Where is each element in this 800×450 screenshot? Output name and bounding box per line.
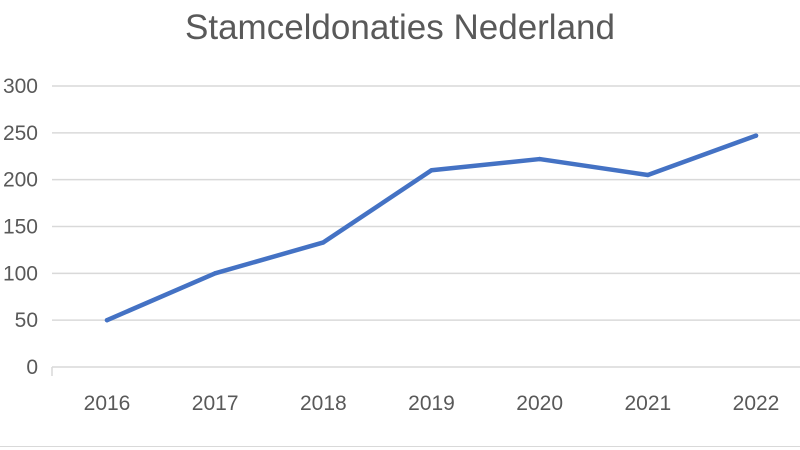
data-point <box>321 240 326 245</box>
x-tick-label: 2016 <box>84 392 131 415</box>
data-point <box>429 168 434 173</box>
x-tick-label: 2022 <box>733 392 780 415</box>
x-tick-label: 2017 <box>192 392 239 415</box>
y-tick-label: 300 <box>3 75 38 98</box>
y-tick-label: 50 <box>15 309 38 332</box>
y-tick-label: 250 <box>3 122 38 145</box>
y-tick-label: 100 <box>3 262 38 285</box>
data-point <box>537 156 542 162</box>
x-tick-label: 2020 <box>516 392 563 415</box>
series-line <box>104 133 759 323</box>
x-tick-label: 2021 <box>624 392 671 415</box>
chart-frame-border <box>0 446 800 447</box>
data-point <box>753 133 759 138</box>
data-point <box>212 271 218 276</box>
y-tick-label: 200 <box>3 169 38 192</box>
y-tick-label: 150 <box>3 216 38 239</box>
y-tick-label: 0 <box>26 356 38 379</box>
x-tick-label: 2018 <box>300 392 347 415</box>
data-point <box>645 172 651 178</box>
data-point <box>104 317 110 323</box>
x-tick-label: 2019 <box>408 392 455 415</box>
chart-title: Stamceldonaties Nederland <box>185 8 615 47</box>
